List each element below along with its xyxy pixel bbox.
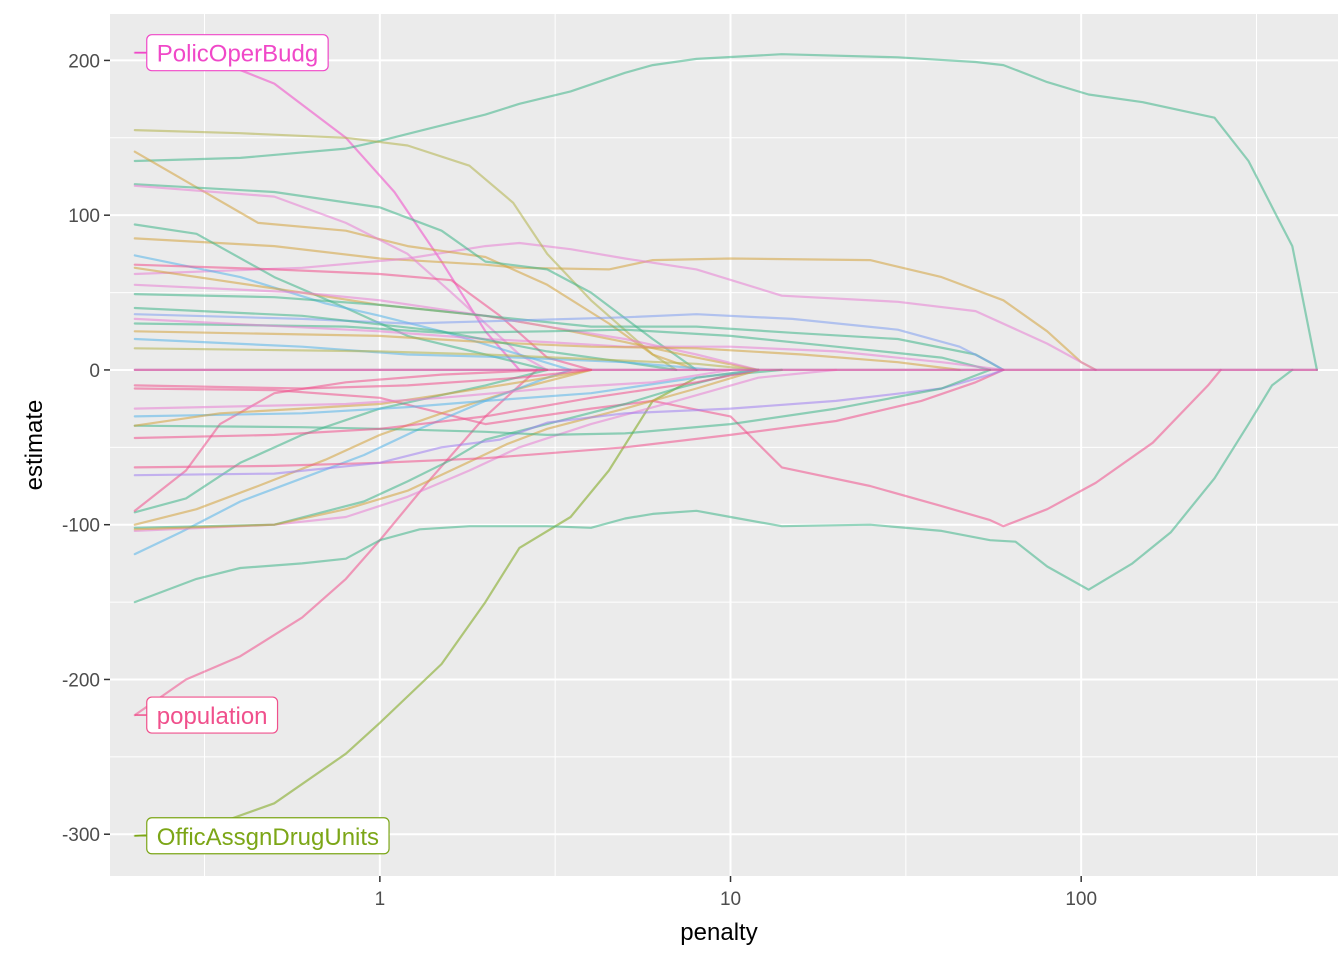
series-line-19 [133, 322, 992, 371]
series-line-population [133, 368, 538, 717]
series-line-36 [133, 368, 760, 440]
series-line-9 [133, 150, 698, 371]
series-line-32 [133, 368, 760, 531]
series-line-3 [133, 53, 1318, 371]
series-label-OfficAssgnDrugUnits: OfficAssgnDrugUnits [157, 824, 379, 851]
label-box [146, 696, 279, 734]
y-tick-label: -100 [62, 516, 100, 537]
series-line-10 [133, 183, 698, 371]
series-line-38 [133, 368, 593, 427]
x-tick-label: 100 [1065, 889, 1097, 910]
x-axis: 1 10 100 [375, 876, 1097, 910]
plot-panel [110, 14, 1338, 876]
y-axis: 200 100 0 -100 -200 -300 [62, 51, 110, 846]
y-tick-label: 200 [68, 51, 100, 72]
series-labels: PolicOperBudg population OfficAssgnDrugUni… [134, 34, 390, 855]
series-line-30 [133, 368, 838, 532]
series-line-4 [133, 368, 1294, 604]
y-tick-label: 0 [89, 361, 100, 382]
series-line-13 [133, 254, 572, 371]
series-line-33 [133, 368, 1005, 469]
series-line-39 [133, 368, 732, 410]
series-line-40 [133, 368, 593, 390]
series-line-31 [133, 368, 783, 529]
series-line-23 [133, 337, 716, 371]
series-label-population: population [157, 703, 268, 730]
label-box [146, 817, 390, 855]
series-line-37 [133, 368, 760, 418]
series-line-7 [133, 241, 1097, 371]
y-tick-label: -200 [62, 670, 100, 691]
y-tick-label: -300 [62, 825, 100, 846]
series-line-29 [133, 368, 549, 512]
x-tick-label: 10 [720, 889, 741, 910]
series-line-26 [133, 368, 549, 514]
series-line-28 [133, 368, 572, 556]
series-label-PolicOperBudg: PolicOperBudg [157, 41, 318, 68]
x-tick-label: 1 [375, 889, 386, 910]
label-box [146, 34, 329, 72]
series-line-24 [133, 347, 760, 371]
y-axis-title: estimate [21, 400, 48, 491]
series-line-35 [133, 368, 992, 436]
series-line-17 [133, 293, 1005, 371]
x-axis-title: penalty [680, 919, 757, 946]
series-line-18 [133, 313, 1005, 371]
y-tick-label: 100 [68, 206, 100, 227]
series-line-11 [133, 184, 549, 371]
series-line-21 [133, 330, 961, 371]
series-lines [133, 51, 1318, 837]
